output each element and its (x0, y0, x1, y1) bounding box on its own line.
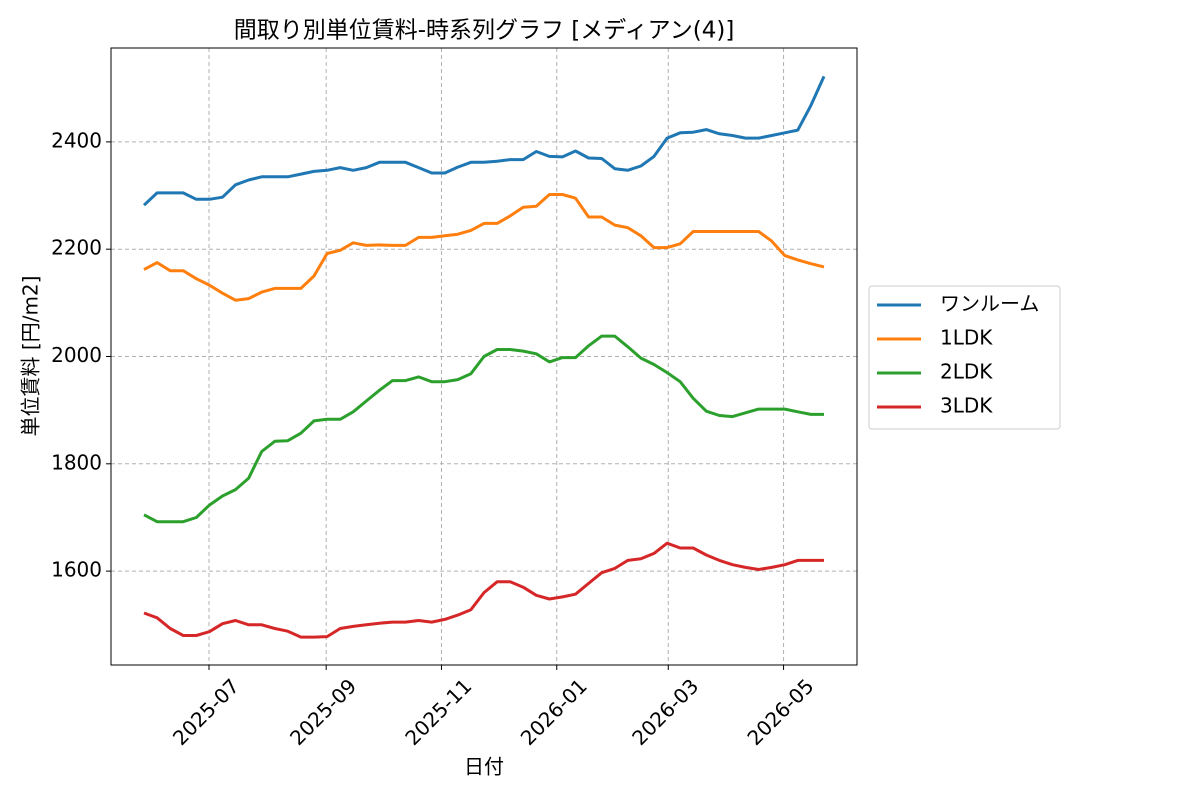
y-tick-label: 2200 (51, 236, 102, 260)
x-tick-label: 2026-05 (742, 674, 818, 750)
series-line (143, 541, 824, 639)
series-line (143, 193, 825, 302)
y-tick-label: 1800 (51, 450, 102, 474)
x-tick-label: 2026-03 (627, 674, 703, 750)
legend-label: 2LDK (940, 360, 993, 384)
legend-label: ワンルーム (940, 292, 1039, 316)
legend-label: 1LDK (940, 326, 993, 350)
x-tick-label: 2025-07 (168, 674, 244, 750)
legend: ワンルーム 1LDK 2LDK 3LDK (877, 292, 1039, 418)
plot-area (111, 48, 857, 665)
x-axis-label: 日付 (464, 755, 504, 779)
series-line (142, 75, 826, 207)
y-tick-label: 1600 (51, 558, 102, 582)
legend-label: 3LDK (940, 394, 993, 418)
y-tick-label: 2000 (51, 343, 102, 367)
x-tick-label: 2026-01 (516, 674, 592, 750)
legend-box (868, 285, 1061, 430)
y-tick-label: 2400 (51, 128, 102, 152)
y-axis-label: 単位賃料 [円/m2] (19, 276, 43, 437)
x-tick-label: 2025-11 (400, 674, 476, 750)
series-line (143, 334, 824, 524)
x-tick-label: 2025-09 (285, 674, 361, 750)
chart-title: 間取り別単位賃料-時系列グラフ [メディアン(4)] (234, 18, 735, 44)
